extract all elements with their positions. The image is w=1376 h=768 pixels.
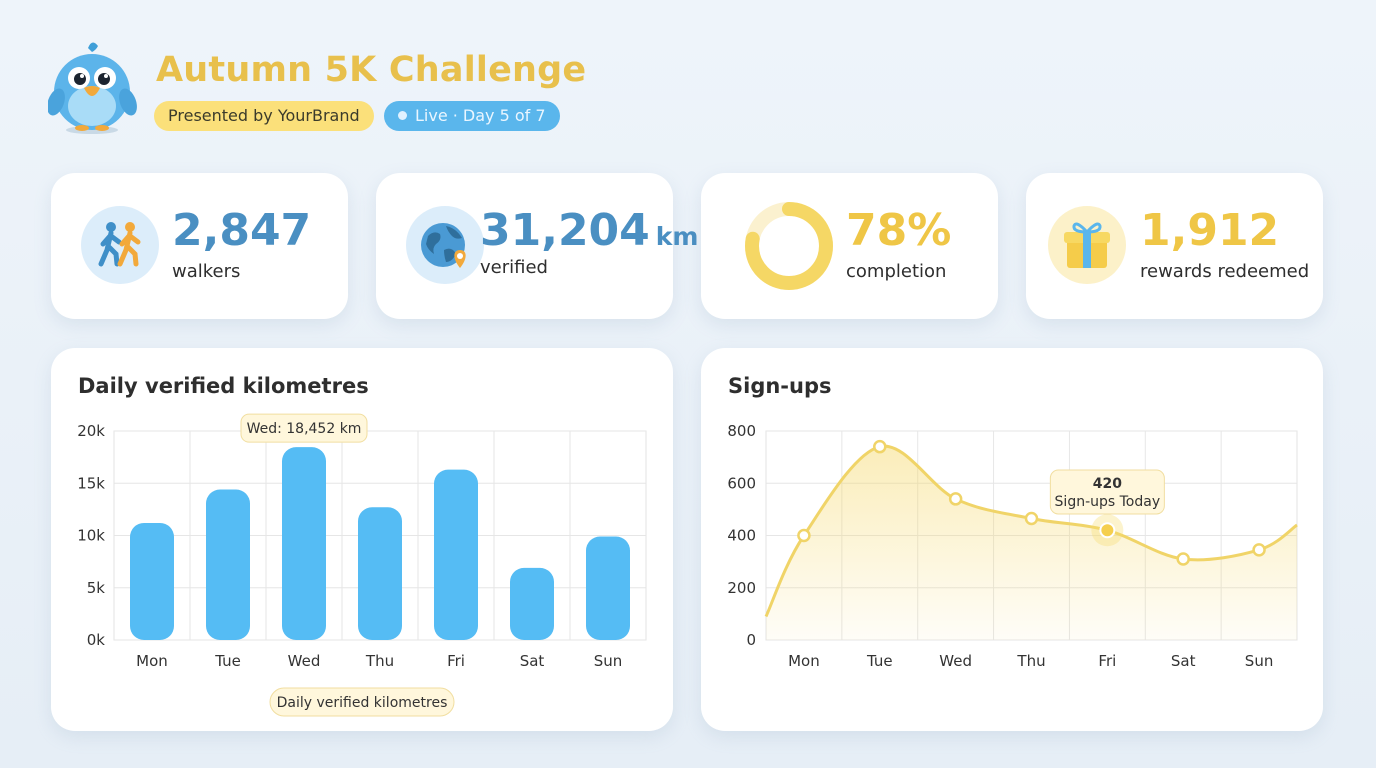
line-chart-card: Sign-ups 0 200 400 600 800 Mon Tue Wed Thu Fri Sat… <box>701 348 1323 731</box>
point-mon <box>797 528 811 543</box>
chart-title: Daily verified kilometres <box>78 374 369 398</box>
bar-tue <box>206 489 250 640</box>
globe-location-icon <box>406 206 484 284</box>
stat-card-distance: 31,204 km verified <box>376 173 698 319</box>
bar-sat <box>510 567 554 640</box>
stat-label: walkers <box>172 261 241 282</box>
y-tick-label: 400 <box>727 527 756 545</box>
area-fill <box>766 446 1297 640</box>
point-tue <box>873 439 887 454</box>
y-tick-label: 20k <box>77 422 105 440</box>
legend-text: Daily verified kilometres <box>277 695 448 711</box>
y-tick-label: 600 <box>727 474 756 492</box>
x-tick-label: Fri <box>447 652 465 670</box>
y-tick-label: 200 <box>727 579 756 597</box>
bar-tooltip: Wed: 18,452 km <box>240 413 368 443</box>
point-thu <box>1024 511 1039 526</box>
x-tick-label: Fri <box>1098 652 1116 670</box>
tooltip-box <box>240 413 368 443</box>
stat-label: completion <box>846 261 947 282</box>
point-sun <box>1252 543 1266 557</box>
gift-icon <box>1048 206 1126 284</box>
x-tick-label: Sat <box>1171 652 1196 670</box>
bar-chart-card: Daily verified kilometres 0k 5k 10k 15k 20k M… <box>51 348 673 731</box>
bird-mascot-icon <box>48 42 137 134</box>
point-sat <box>1176 552 1190 566</box>
x-tick-label: Sun <box>594 652 623 670</box>
tooltip-value: 420 <box>1093 476 1122 492</box>
y-tick-label: 10k <box>77 527 105 545</box>
tooltip-text: Wed: 18,452 km <box>247 421 362 437</box>
bar-fri <box>434 469 478 640</box>
progress-ring-icon <box>745 202 833 290</box>
y-tick-label: 5k <box>87 579 106 597</box>
chart-legend: Daily verified kilometres <box>269 687 455 717</box>
point-wed <box>948 492 963 506</box>
x-tick-label: Tue <box>866 652 893 670</box>
x-tick-label: Thu <box>365 652 394 670</box>
tooltip-box <box>1049 469 1165 515</box>
stat-value: 78% <box>846 205 952 256</box>
stat-card-rewards: 1,912 rewards redeemed <box>1026 173 1323 319</box>
x-tick-label: Mon <box>788 652 820 670</box>
stat-label: rewards redeemed <box>1140 261 1310 282</box>
live-status-pill: Live · Day 5 of 7 <box>384 101 560 131</box>
x-tick-label: Wed <box>288 652 321 670</box>
legend-pill <box>269 687 455 717</box>
stat-label: verified <box>480 257 548 278</box>
y-tick-label: 800 <box>727 422 756 440</box>
stat-card-walkers: 2,847 walkers <box>51 173 348 319</box>
walkers-icon <box>81 206 159 284</box>
bar-mon <box>130 522 174 640</box>
header: Autumn 5K Challenge Presented by YourBra… <box>48 40 748 140</box>
x-tick-label: Sat <box>520 652 545 670</box>
stat-value: 31,204 km <box>480 205 699 256</box>
stat-card-completion: 78% completion <box>701 173 998 319</box>
page-title: Autumn 5K Challenge <box>156 50 587 90</box>
bar-chart: 0k 5k 10k 15k 20k Mon Tue Wed Thu Fri Sat Sun Wed: 1… <box>77 413 647 717</box>
brand-pill: Presented by YourBrand <box>154 101 374 131</box>
y-tick-label: 0k <box>87 631 106 649</box>
x-tick-label: Tue <box>214 652 241 670</box>
y-tick-label: 0 <box>746 631 756 649</box>
series-line <box>764 444 1298 618</box>
x-tick-label: Wed <box>939 652 972 670</box>
point-fri <box>1099 522 1116 539</box>
chart-title: Sign-ups <box>728 374 832 398</box>
x-tick-label: Thu <box>1016 652 1045 670</box>
x-tick-label: Mon <box>136 652 168 670</box>
stat-value: 1,912 <box>1140 205 1280 256</box>
tooltip-label: Sign-ups Today <box>1055 494 1161 510</box>
stat-value: 2,847 <box>172 205 312 256</box>
live-dot-icon <box>398 111 407 120</box>
live-status-text: Live · Day 5 of 7 <box>415 106 546 125</box>
line-tooltip: 420 Sign-ups Today <box>1049 469 1165 515</box>
bar-wed <box>282 447 326 640</box>
bar-sun <box>586 536 630 640</box>
x-tick-label: Sun <box>1245 652 1274 670</box>
area-chart: 0 200 400 600 800 Mon Tue Wed Thu Fri Sat Sun 420 Sig… <box>727 422 1298 670</box>
y-tick-label: 15k <box>77 474 105 492</box>
bar-thu <box>358 507 402 640</box>
